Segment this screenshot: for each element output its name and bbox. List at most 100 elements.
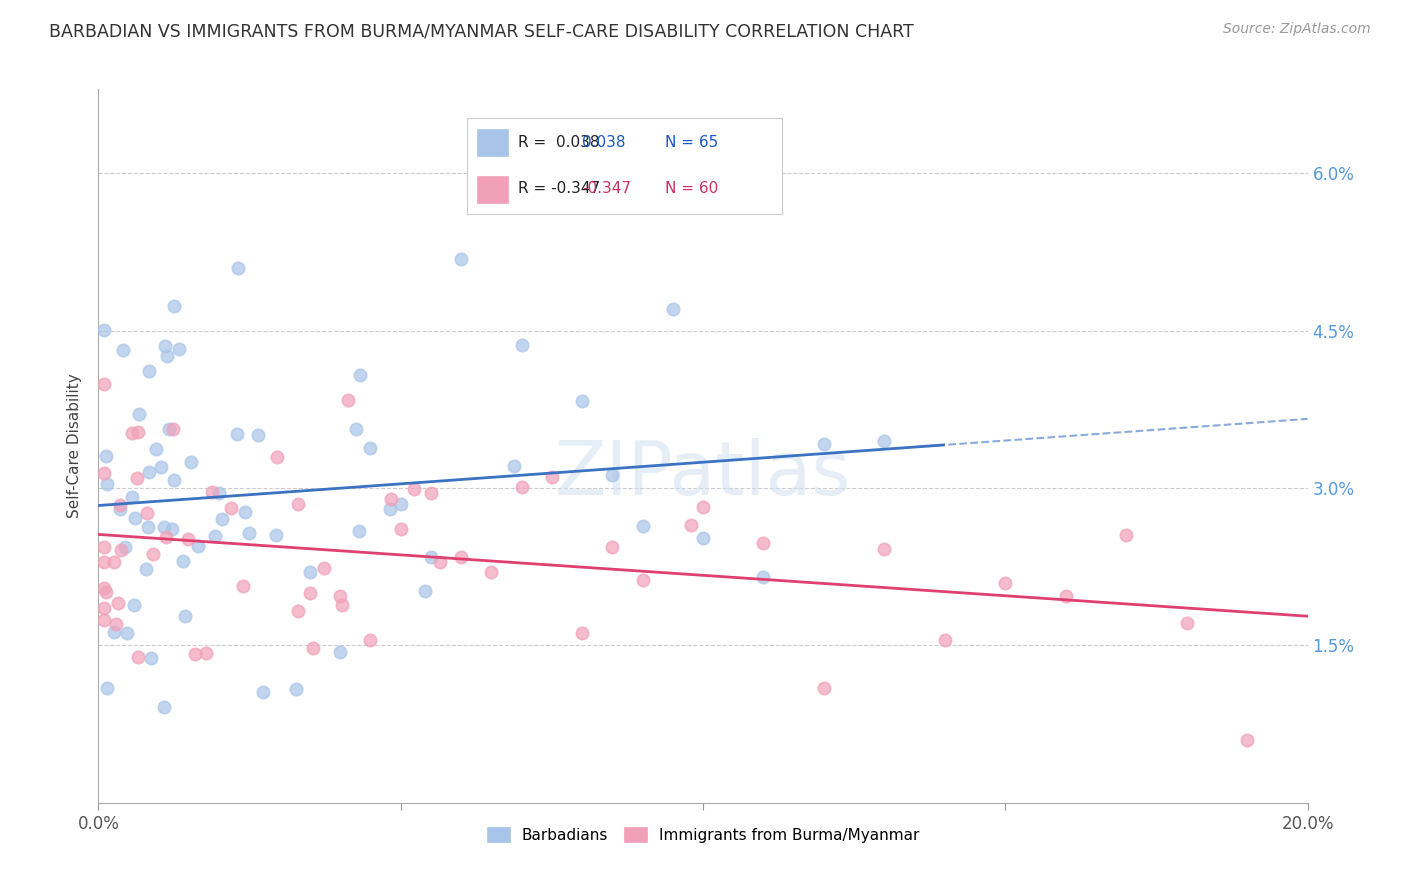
Point bbox=[349, 368, 371, 382]
Legend: Barbadians, Immigrants from Burma/Myanmar: Barbadians, Immigrants from Burma/Myanma… bbox=[481, 821, 925, 848]
Point bbox=[302, 640, 325, 655]
Point bbox=[692, 531, 714, 545]
Point bbox=[264, 528, 287, 542]
Point bbox=[232, 579, 254, 593]
Point bbox=[187, 539, 209, 553]
Point bbox=[994, 576, 1017, 591]
Point bbox=[174, 609, 197, 624]
Point bbox=[238, 526, 260, 541]
Point bbox=[450, 252, 472, 267]
Point bbox=[138, 364, 160, 378]
Point bbox=[752, 536, 775, 550]
Point bbox=[1175, 616, 1198, 631]
Point bbox=[226, 261, 249, 276]
Point bbox=[1236, 732, 1258, 747]
Point bbox=[252, 685, 274, 699]
Point bbox=[177, 532, 200, 546]
Point bbox=[103, 625, 125, 640]
Point bbox=[180, 455, 202, 469]
Point bbox=[246, 427, 269, 442]
Point bbox=[163, 299, 186, 313]
Point bbox=[172, 554, 194, 568]
Point bbox=[450, 549, 472, 564]
Point bbox=[481, 566, 503, 580]
Point bbox=[389, 522, 412, 536]
Point bbox=[235, 505, 257, 519]
Point bbox=[93, 541, 115, 555]
Point bbox=[94, 449, 117, 463]
Point bbox=[329, 645, 352, 659]
Point bbox=[155, 530, 177, 544]
Point bbox=[195, 646, 218, 660]
Point bbox=[934, 632, 956, 647]
Point bbox=[127, 649, 149, 664]
Point bbox=[114, 540, 136, 554]
Point bbox=[124, 510, 146, 524]
Point bbox=[413, 584, 436, 599]
Point bbox=[153, 520, 176, 534]
Point bbox=[150, 459, 173, 474]
Point bbox=[1054, 589, 1077, 603]
Point bbox=[378, 502, 401, 516]
Point bbox=[873, 434, 896, 448]
Point bbox=[266, 450, 288, 464]
Point bbox=[404, 482, 426, 496]
Point bbox=[287, 604, 309, 618]
Point bbox=[93, 376, 115, 391]
Point bbox=[157, 422, 180, 436]
Point bbox=[211, 511, 233, 525]
Point bbox=[142, 547, 165, 561]
Point bbox=[139, 650, 162, 665]
Point bbox=[299, 585, 322, 599]
Point bbox=[167, 342, 190, 356]
Point bbox=[540, 469, 562, 483]
Point bbox=[360, 633, 382, 648]
Point bbox=[93, 466, 115, 480]
Point bbox=[631, 573, 654, 587]
Point bbox=[204, 529, 226, 543]
Point bbox=[112, 343, 135, 358]
Point bbox=[299, 566, 322, 580]
Text: BARBADIAN VS IMMIGRANTS FROM BURMA/MYANMAR SELF-CARE DISABILITY CORRELATION CHAR: BARBADIAN VS IMMIGRANTS FROM BURMA/MYANM… bbox=[49, 22, 914, 40]
Point bbox=[138, 466, 160, 480]
Point bbox=[1115, 528, 1137, 542]
Point bbox=[145, 442, 167, 457]
Point bbox=[163, 473, 186, 487]
Point bbox=[510, 337, 533, 351]
Point bbox=[160, 522, 183, 536]
Point bbox=[631, 519, 654, 533]
Point bbox=[93, 600, 115, 615]
Point bbox=[330, 598, 353, 612]
Point bbox=[128, 407, 150, 421]
Text: ZIPatlas: ZIPatlas bbox=[555, 438, 851, 511]
Point bbox=[121, 425, 143, 440]
Point bbox=[389, 497, 412, 511]
Point bbox=[360, 442, 382, 456]
Point bbox=[136, 520, 159, 534]
Point bbox=[156, 349, 179, 363]
Point bbox=[201, 484, 224, 499]
Point bbox=[208, 486, 231, 500]
Point bbox=[219, 501, 242, 516]
Point bbox=[104, 616, 127, 631]
Point bbox=[122, 598, 145, 612]
Point bbox=[115, 626, 138, 640]
Point bbox=[679, 517, 702, 532]
Point bbox=[96, 585, 118, 599]
Point bbox=[429, 555, 451, 569]
Point bbox=[813, 681, 835, 695]
Y-axis label: Self-Care Disability: Self-Care Disability bbox=[67, 374, 83, 518]
Point bbox=[153, 699, 176, 714]
Point bbox=[136, 507, 159, 521]
Point bbox=[125, 471, 148, 485]
Point bbox=[93, 582, 115, 596]
Point bbox=[349, 524, 371, 539]
Point bbox=[135, 562, 157, 576]
Point bbox=[93, 555, 115, 569]
Point bbox=[314, 561, 336, 575]
Point bbox=[336, 393, 359, 408]
Point bbox=[103, 555, 125, 569]
Point bbox=[873, 541, 896, 556]
Point bbox=[502, 459, 524, 474]
Point bbox=[571, 394, 593, 409]
